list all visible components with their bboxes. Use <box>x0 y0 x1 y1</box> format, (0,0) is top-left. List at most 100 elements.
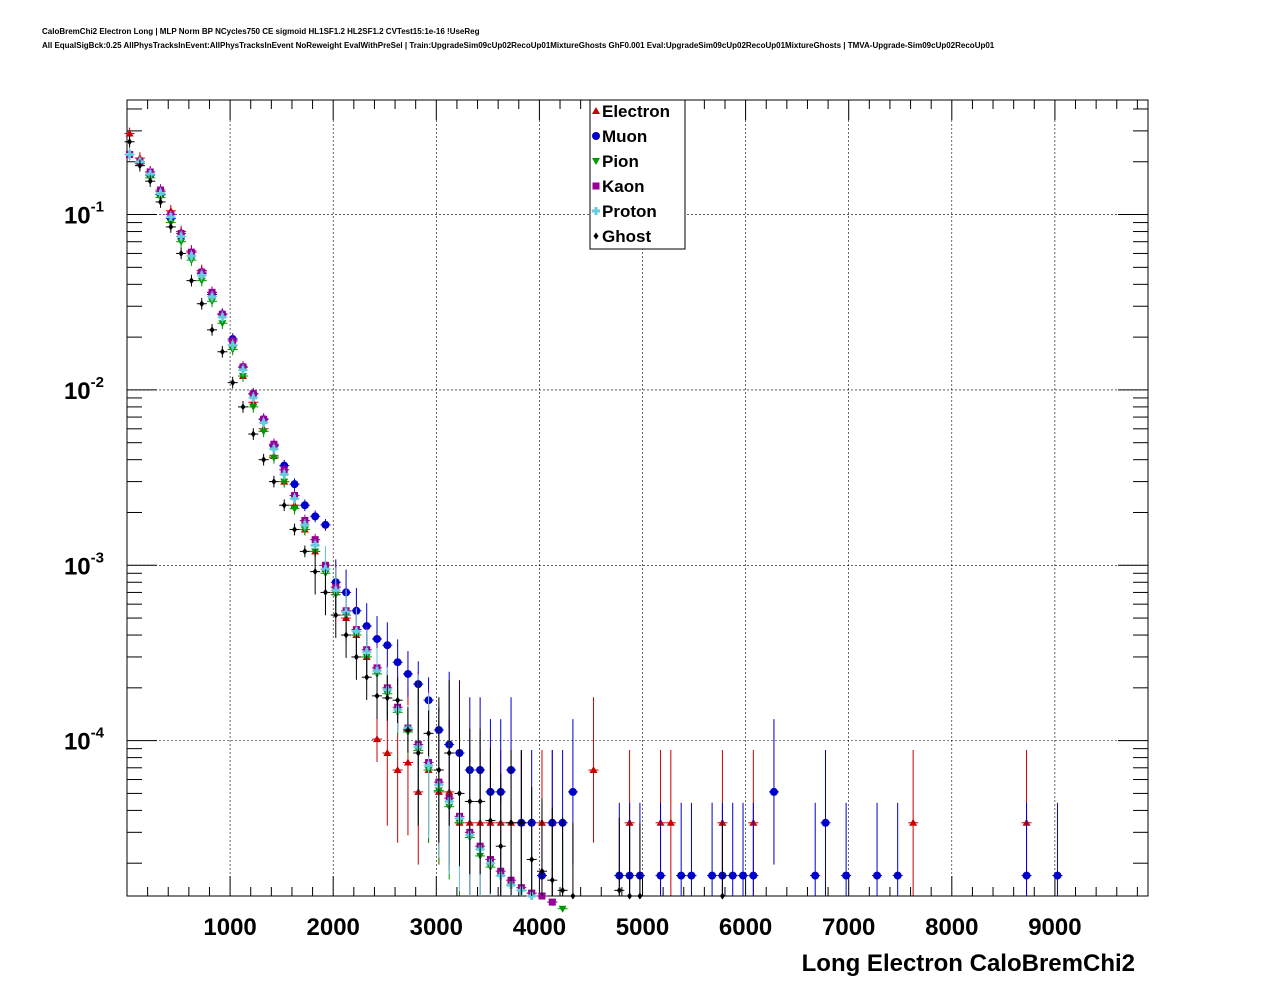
data-point <box>187 252 196 261</box>
data-point <box>811 871 820 880</box>
legend-marker <box>592 207 600 215</box>
x-tick-label: 7000 <box>822 914 875 941</box>
data-point <box>281 501 287 509</box>
data-point <box>873 871 882 880</box>
data-point <box>424 761 433 770</box>
data-point <box>218 320 227 328</box>
data-point <box>508 819 514 827</box>
data-point <box>188 277 194 285</box>
data-point <box>560 886 566 894</box>
data-point <box>589 765 598 773</box>
y-tick-label: 10-4 <box>64 725 105 756</box>
data-point <box>749 871 758 880</box>
data-point <box>331 586 340 595</box>
x-tick-label: 4000 <box>513 914 566 941</box>
legend-label: Pion <box>602 152 639 171</box>
data-point <box>147 177 153 185</box>
data-point <box>209 326 215 334</box>
data-point <box>261 456 267 464</box>
data-point <box>259 428 268 436</box>
data-point <box>271 478 277 486</box>
data-point <box>280 478 289 486</box>
legend-label: Proton <box>602 202 657 221</box>
legend: Electron Muon Pion Kaon Proton Ghost <box>589 99 686 250</box>
data-point <box>218 313 227 322</box>
data-point <box>125 150 134 159</box>
data-point <box>311 541 320 550</box>
data-point <box>373 666 382 675</box>
chart-subtitle: All EqualSigBck:0.25 AllPhysTracksInEven… <box>42 41 995 50</box>
data-point <box>249 403 258 411</box>
data-point <box>821 818 830 827</box>
data-point <box>739 871 748 880</box>
data-point <box>498 842 504 850</box>
data-point <box>842 871 851 880</box>
data-point <box>373 634 382 643</box>
data-point <box>311 512 320 521</box>
data-point <box>300 520 309 529</box>
data-point <box>395 696 401 704</box>
data-point <box>125 129 134 137</box>
data-point <box>549 876 555 884</box>
data-point <box>292 525 298 533</box>
data-point <box>290 494 299 503</box>
y-tick-label: 10-2 <box>64 374 104 405</box>
data-point <box>321 565 330 574</box>
data-point <box>197 271 206 280</box>
data-point <box>393 658 402 667</box>
data-point <box>312 568 318 576</box>
data-point <box>290 505 299 513</box>
data-point <box>666 818 675 826</box>
data-points <box>124 127 1063 913</box>
data-point <box>403 758 412 766</box>
data-point <box>333 611 339 619</box>
chart-title: CaloBremChi2 Electron Long | MLP Norm BP… <box>42 27 480 36</box>
legend-marker <box>592 182 600 190</box>
data-point <box>467 797 473 805</box>
data-point <box>321 520 330 529</box>
data-point <box>415 749 421 757</box>
data-point <box>290 480 299 489</box>
data-point <box>373 735 382 743</box>
data-point <box>343 631 349 639</box>
data-point <box>353 653 359 661</box>
data-point <box>249 393 258 402</box>
data-point <box>364 673 370 681</box>
legend-marker <box>592 107 600 114</box>
data-point <box>269 454 278 462</box>
data-point <box>616 886 622 894</box>
data-point <box>166 212 175 221</box>
x-tick-label: 2000 <box>307 914 360 941</box>
data-point <box>383 748 392 756</box>
data-point <box>558 905 567 913</box>
data-point <box>677 871 686 880</box>
data-point <box>208 292 217 301</box>
data-point <box>719 892 725 900</box>
x-tick-label: 3000 <box>410 914 463 941</box>
data-point <box>374 692 380 700</box>
data-point <box>168 223 174 231</box>
data-point <box>539 867 545 875</box>
data-point <box>238 373 247 381</box>
data-point <box>570 892 576 900</box>
data-point <box>178 249 184 257</box>
data-point <box>708 871 717 880</box>
data-point <box>156 189 165 198</box>
data-point <box>548 898 556 906</box>
data-point <box>146 170 155 179</box>
grid-lines <box>127 100 1148 896</box>
x-tick-label: 5000 <box>616 914 669 941</box>
data-point <box>384 694 390 702</box>
data-point <box>637 892 643 900</box>
data-point <box>1022 871 1031 880</box>
legend-label: Electron <box>602 102 670 121</box>
y-tick-label: 10-3 <box>64 549 104 580</box>
data-point <box>137 162 143 170</box>
data-point <box>477 797 483 805</box>
data-point <box>362 648 371 657</box>
legend-label: Muon <box>602 127 647 146</box>
data-point <box>446 749 452 757</box>
data-point <box>238 365 247 374</box>
axis-ticks <box>127 100 1148 896</box>
data-point <box>518 819 524 827</box>
